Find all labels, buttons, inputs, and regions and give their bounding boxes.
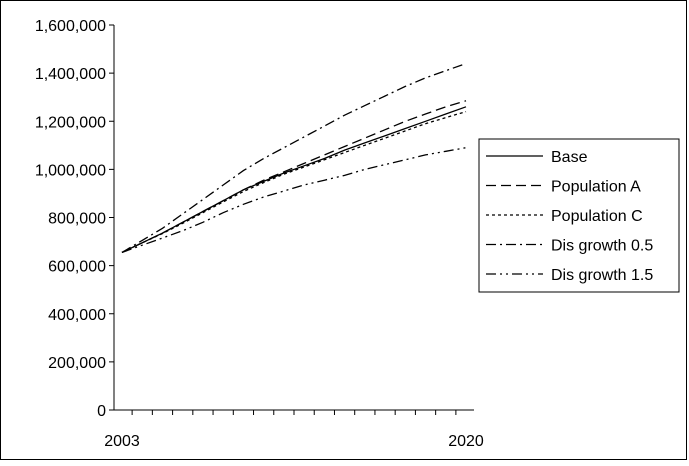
y-tick-label: 0 (97, 403, 106, 420)
legend-label: Dis growth 0.5 (551, 238, 653, 255)
y-tick-label: 600,000 (48, 259, 106, 276)
series-line-4 (121, 147, 467, 254)
series-line-3 (121, 62, 467, 253)
legend-label: Dis growth 1.5 (551, 267, 653, 284)
legend-label: Population A (551, 179, 641, 196)
legend-label: Base (551, 149, 588, 166)
x-axis: 2003 2020 (104, 409, 484, 450)
legend-label: Population C (551, 208, 643, 225)
series-line-1 (121, 100, 467, 253)
y-tick-label: 800,000 (48, 211, 106, 228)
x-tick-label: 2003 (104, 433, 140, 450)
series-lines (121, 62, 467, 254)
y-tick-label: 1,600,000 (35, 18, 106, 35)
y-tick-label: 1,400,000 (35, 66, 106, 83)
y-tick-label: 1,000,000 (35, 162, 106, 179)
y-tick-label: 1,200,000 (35, 114, 106, 131)
legend: Base Population A Population C Dis growth 0… (478, 138, 680, 293)
series-line-2 (121, 110, 467, 253)
y-tick-label: 400,000 (48, 307, 106, 324)
x-tick-label: 2020 (448, 433, 484, 450)
series-line-0 (121, 106, 467, 253)
y-axis: 0 200,000 400,000 600,000 800,000 1,000,000 1,… (35, 18, 115, 420)
y-tick-label: 200,000 (48, 355, 106, 372)
